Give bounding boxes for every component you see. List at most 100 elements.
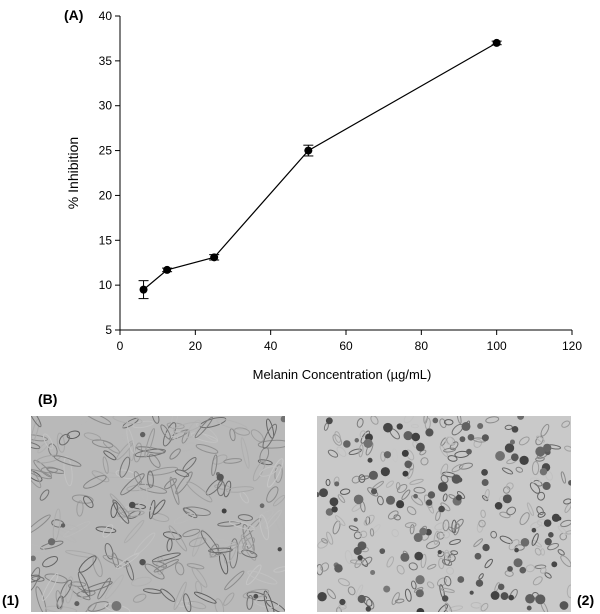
cell-cluster xyxy=(551,513,561,522)
cell-shape xyxy=(31,462,42,489)
cell-cluster xyxy=(451,474,462,484)
cell-shape xyxy=(56,432,66,453)
cell-cluster xyxy=(383,422,393,433)
cell-shape xyxy=(241,549,258,558)
cell-shape xyxy=(234,427,250,436)
cell-shape xyxy=(223,458,243,464)
cell-shape xyxy=(31,468,53,480)
cell-shape xyxy=(190,432,219,443)
cell-shape xyxy=(133,471,142,485)
cell-cluster xyxy=(363,438,373,448)
chart-ticks: 0 20 40 60 80 100 120 5 10 15 20 25 30 35 40 xyxy=(99,9,583,353)
x-tick-label: 40 xyxy=(264,339,278,353)
cell-shape xyxy=(499,535,513,544)
cell-shape xyxy=(560,555,571,567)
cell-shape xyxy=(224,570,245,591)
cell-shape xyxy=(151,416,160,424)
cell-cluster xyxy=(494,502,503,510)
cell-shape xyxy=(447,526,457,534)
cell-cluster xyxy=(461,421,471,431)
cell-shape xyxy=(386,556,395,568)
cell-shape xyxy=(401,489,411,500)
cell-cluster xyxy=(544,538,552,546)
cell-shape xyxy=(531,460,540,476)
cell-shape xyxy=(534,547,542,556)
cell-shape xyxy=(442,530,451,539)
cell-shape xyxy=(530,521,543,529)
cell-cluster xyxy=(383,451,392,459)
cell-shape xyxy=(174,469,190,478)
cell-shape xyxy=(259,514,270,541)
cell-shape xyxy=(126,427,135,454)
cell-shape xyxy=(563,498,571,505)
cell-cluster xyxy=(396,500,405,509)
cell-cluster xyxy=(277,547,282,552)
cell-shape xyxy=(444,602,453,612)
cell-cluster xyxy=(411,432,421,442)
cell-shape xyxy=(334,515,346,527)
cell-shape xyxy=(490,530,498,539)
cell-cluster xyxy=(467,433,475,441)
cell-shape xyxy=(152,560,168,568)
cell-shape xyxy=(69,581,87,587)
data-point xyxy=(163,265,172,274)
cell-shape xyxy=(411,580,417,590)
cell-cluster xyxy=(437,550,442,555)
cell-cluster xyxy=(383,585,391,593)
cell-shape xyxy=(359,430,366,439)
cell-shape xyxy=(252,460,266,482)
cell-shape xyxy=(259,465,278,477)
cell-shape xyxy=(31,441,41,450)
panel-a-label: (A) xyxy=(64,7,84,23)
cell-shape xyxy=(79,561,89,590)
cell-cluster xyxy=(357,554,363,561)
cell-shape xyxy=(451,519,457,534)
cell-shape xyxy=(394,598,405,604)
cell-shape xyxy=(229,428,236,442)
cell-shape xyxy=(441,559,453,566)
cell-shape xyxy=(478,519,486,528)
cell-shape xyxy=(336,446,347,457)
cell-cluster xyxy=(519,566,527,574)
cell-cluster xyxy=(370,570,376,576)
cell-shape xyxy=(334,431,342,443)
cell-shape xyxy=(265,509,282,530)
cell-shape xyxy=(42,556,59,568)
x-tick-label: 0 xyxy=(117,339,124,353)
cell-shape xyxy=(506,482,514,490)
cell-cluster xyxy=(466,448,472,455)
cell-cluster xyxy=(497,583,505,591)
cell-shape xyxy=(396,483,408,494)
cell-cluster xyxy=(519,455,529,466)
cell-cluster xyxy=(551,561,558,568)
cell-shape xyxy=(142,588,162,594)
cell-shape xyxy=(240,437,250,469)
cell-shape xyxy=(439,418,447,429)
cell-cluster xyxy=(495,451,505,461)
cell-shape xyxy=(123,519,145,544)
cell-shape xyxy=(348,448,362,456)
cell-shape xyxy=(78,416,93,425)
cell-shape xyxy=(112,499,130,524)
cell-shape xyxy=(65,576,74,604)
cell-shape xyxy=(359,530,368,539)
cell-shape xyxy=(136,446,166,454)
cell-cluster xyxy=(317,492,320,498)
cell-shape xyxy=(102,524,114,538)
cell-cluster xyxy=(365,606,372,612)
cell-cluster xyxy=(441,595,449,602)
cell-cluster xyxy=(535,446,546,457)
chart-series xyxy=(138,38,502,300)
cell-shape xyxy=(358,474,366,483)
cell-shape xyxy=(246,594,254,610)
cell-cluster xyxy=(357,594,366,604)
cell-shape xyxy=(426,581,435,589)
cell-cluster xyxy=(482,543,490,552)
cell-cluster xyxy=(380,467,390,477)
cell-shape xyxy=(473,538,484,548)
cell-cluster xyxy=(504,443,515,453)
cell-cluster xyxy=(368,470,378,480)
cell-shape xyxy=(526,502,534,517)
cell-shape xyxy=(478,573,484,580)
cell-shape xyxy=(263,590,275,612)
